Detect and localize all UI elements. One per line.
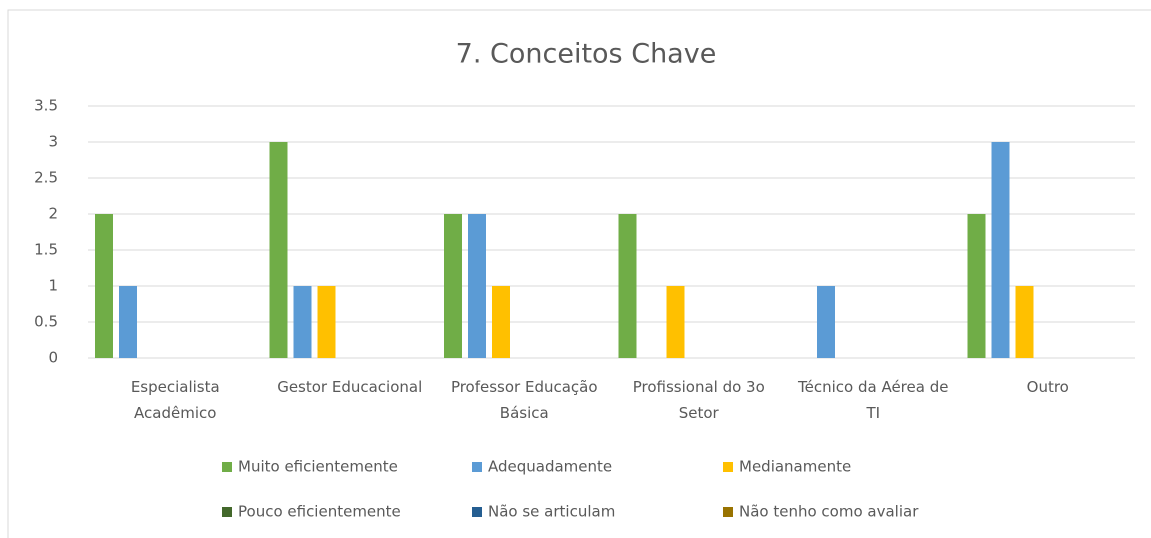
legend-swatch [222,507,232,517]
y-tick-label: 1.5 [34,241,58,259]
bar [119,286,137,358]
y-tick-label: 2.5 [34,169,58,187]
y-tick-label: 0 [48,349,58,367]
y-tick-label: 0.5 [34,313,58,331]
bar [293,286,312,358]
legend-label: Medianamente [739,458,851,476]
x-tick-label: Outro [1026,378,1069,396]
y-tick-label: 2 [48,205,58,223]
bar [666,286,685,358]
bar [817,286,835,358]
legend-label: Muito eficientemente [238,458,398,476]
bar [444,214,462,358]
legend-swatch [723,462,733,472]
bar [468,214,486,358]
chart-title: 7. Conceitos Chave [456,39,717,70]
legend-swatch [472,507,482,517]
legend-label: Não se articulam [488,503,615,521]
bar [1015,286,1034,358]
bar [618,214,637,358]
bar [95,214,113,358]
legend-label: Adequadamente [488,458,612,476]
x-tick-label: Técnico da Aérea de TI [798,378,949,422]
bar [269,142,288,358]
chart-frame [7,9,1151,538]
legend-swatch [222,462,232,472]
y-tick-label: 3.5 [34,97,58,115]
bar [967,214,986,358]
legend-swatch [472,462,482,472]
bar [991,142,1010,358]
y-tick-label: 3 [48,133,58,151]
legend-swatch [723,507,733,517]
x-tick-label: Gestor Educacional [277,378,423,396]
bar [492,286,510,358]
legend-label: Não tenho como avaliar [739,503,919,521]
x-tick-label: Profissional do 3o Setor [632,378,765,422]
legend-label: Pouco eficientemente [238,503,401,521]
bar [317,286,336,358]
y-tick-label: 1 [48,277,58,295]
x-tick-label: Especialista Acadêmico [130,378,220,422]
x-tick-label: Professor Educação Básica [450,378,598,422]
